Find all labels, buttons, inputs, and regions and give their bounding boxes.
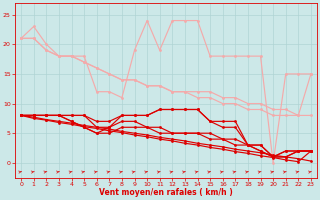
X-axis label: Vent moyen/en rafales ( km/h ): Vent moyen/en rafales ( km/h )	[99, 188, 233, 197]
